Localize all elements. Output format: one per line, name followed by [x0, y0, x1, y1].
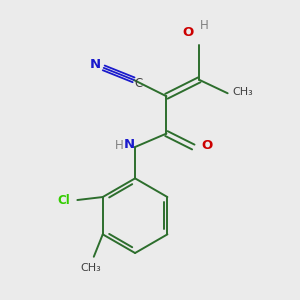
Text: C: C: [134, 77, 142, 90]
Text: O: O: [201, 139, 212, 152]
Text: N: N: [124, 137, 135, 151]
Text: CH₃: CH₃: [80, 263, 101, 273]
Text: N: N: [90, 58, 101, 71]
Text: CH₃: CH₃: [232, 87, 253, 97]
Text: H: H: [115, 139, 124, 152]
Text: H: H: [200, 19, 208, 32]
Text: Cl: Cl: [58, 194, 70, 206]
Text: O: O: [182, 26, 194, 38]
